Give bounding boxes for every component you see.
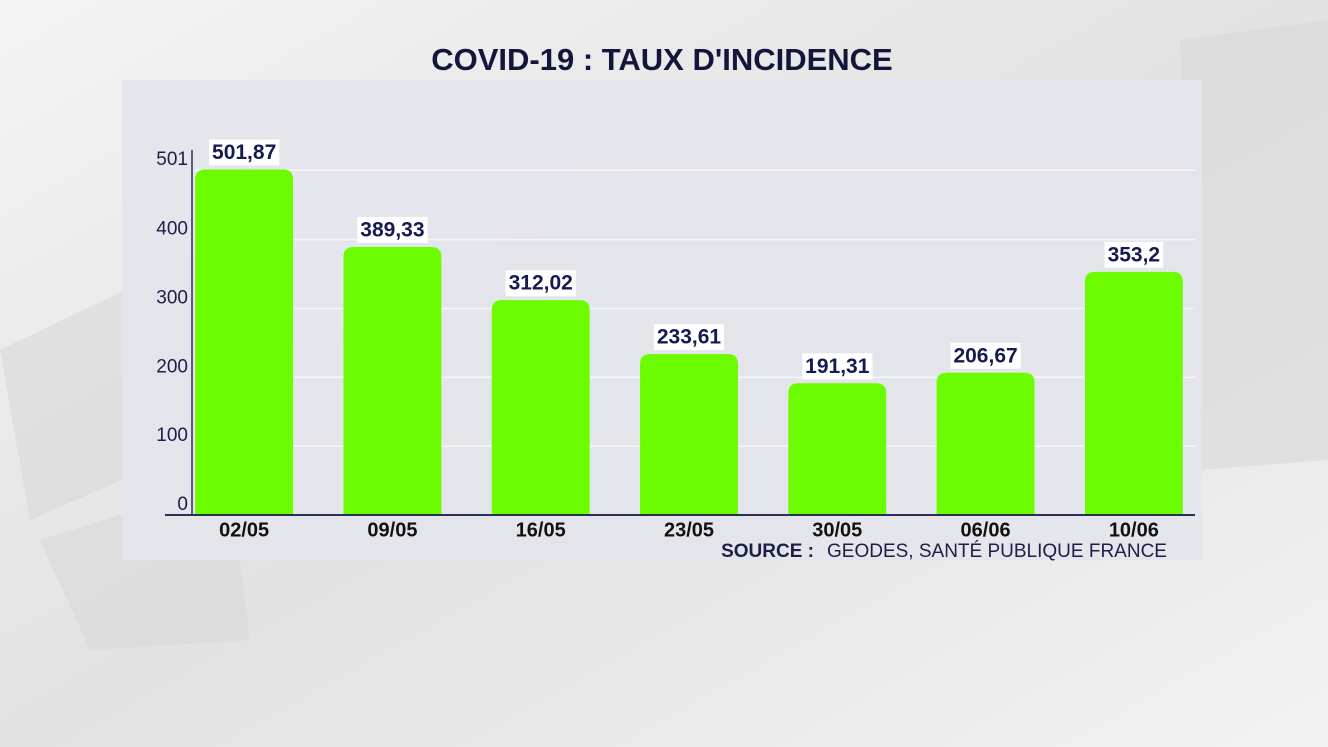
source-text: GEODES, SANTÉ PUBLIQUE FRANCE	[827, 541, 1167, 562]
source-label: SOURCE :	[721, 541, 814, 562]
bar	[640, 354, 738, 515]
value-label-text: 191,31	[805, 355, 870, 378]
value-label: 501,87	[209, 139, 280, 166]
value-label-text: 312,02	[509, 272, 573, 295]
value-label-box	[505, 270, 576, 297]
plot-area: 0 100 200 300 400 501 02/05 501,87 09/05 389,33 16…	[156, 139, 1195, 541]
bar	[1084, 271, 1183, 515]
value-label-text: 353,2	[1108, 243, 1161, 266]
bar	[788, 383, 887, 515]
x-tick-label: 06/06	[961, 519, 1011, 541]
y-tick-label: 200	[156, 356, 188, 377]
value-label-box	[209, 139, 280, 166]
bar	[491, 300, 590, 515]
value-label-box	[653, 324, 725, 351]
y-tick-label: 0	[177, 494, 188, 515]
y-tick-label: 300	[156, 287, 188, 308]
value-label: 233,61	[653, 324, 725, 351]
x-tick-label: 23/05	[664, 519, 714, 541]
y-tick-label: 400	[156, 219, 188, 240]
y-tick-label: 100	[156, 425, 188, 446]
value-label-box	[1104, 241, 1164, 268]
x-tick-label: 09/05	[367, 519, 417, 541]
value-label-text: 206,67	[953, 344, 1017, 367]
bar	[936, 372, 1035, 515]
value-label: 206,67	[950, 342, 1021, 369]
x-tick-label: 10/06	[1109, 519, 1159, 541]
value-label: 191,31	[802, 353, 873, 380]
value-label-text: 501,87	[212, 141, 276, 164]
value-label-box	[950, 342, 1021, 369]
value-label: 389,33	[357, 216, 428, 243]
value-label-text: 233,61	[657, 326, 722, 349]
y-tick-label: 501	[156, 149, 188, 170]
value-label-box	[357, 216, 428, 243]
value-label: 353,2	[1104, 241, 1164, 268]
value-label: 312,02	[505, 270, 576, 297]
x-tick-label: 30/05	[812, 519, 862, 541]
chart-title: COVID-19 : TAUX D'INCIDENCE	[431, 42, 893, 77]
value-label-text: 389,33	[360, 219, 424, 242]
bar	[195, 169, 294, 515]
value-label-box	[802, 353, 873, 380]
bar	[343, 246, 442, 515]
x-tick-label: 16/05	[516, 519, 566, 541]
x-tick-label: 02/05	[219, 519, 269, 541]
